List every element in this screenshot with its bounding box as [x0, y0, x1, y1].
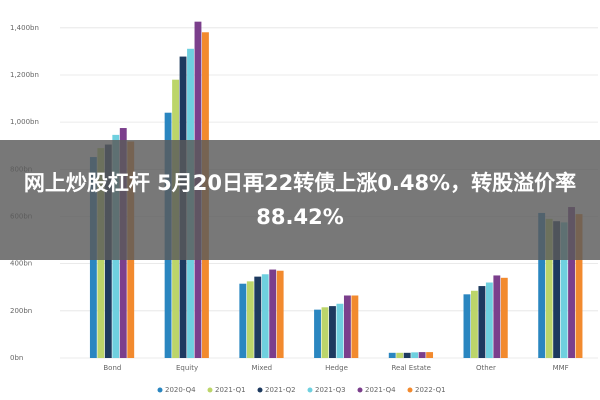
legend-marker [157, 387, 163, 393]
legend-marker [207, 387, 213, 393]
x-tick-label: Bond [103, 364, 121, 372]
legend-marker [257, 387, 263, 393]
y-tick-label: 1,400bn [10, 24, 39, 32]
bar [343, 295, 351, 358]
bar [239, 283, 247, 358]
bar [246, 281, 254, 358]
bar [388, 352, 396, 358]
x-tick-label: Real Estate [391, 364, 430, 372]
x-tick-label: Mixed [251, 364, 272, 372]
y-tick-label: 400bn [10, 260, 32, 268]
y-tick-label: 0bn [10, 354, 23, 362]
bar [470, 290, 478, 358]
bar [575, 214, 583, 358]
bar [568, 207, 575, 358]
bar [560, 222, 568, 358]
bar [321, 307, 329, 358]
y-tick-label: 200bn [10, 307, 32, 315]
legend-marker [307, 387, 313, 393]
x-tick-label: MMF [553, 364, 569, 372]
bar [553, 221, 561, 358]
bar [396, 352, 404, 358]
bar [545, 218, 553, 358]
banner-text: 网上炒股杠杆 5月20日再22转债上涨0.48%，转股溢价率88.42% [23, 171, 577, 229]
x-tick-label: Equity [176, 364, 198, 372]
bar [426, 352, 434, 358]
bar [314, 309, 321, 358]
bar [276, 270, 284, 358]
bar [254, 276, 262, 358]
bar [463, 294, 471, 358]
legend-label: 2021-Q1 [215, 386, 246, 394]
y-tick-label: 1,000bn [10, 118, 39, 126]
bar [485, 282, 493, 358]
legend-label: 2022-Q1 [415, 386, 446, 394]
bar [269, 269, 277, 358]
bar [336, 303, 344, 358]
banner: 网上炒股杠杆 5月20日再22转债上涨0.48%，转股溢价率88.42% [0, 140, 600, 260]
bar [500, 277, 508, 358]
y-tick-label: 1,200bn [10, 71, 39, 79]
bar [351, 295, 359, 358]
bar [411, 352, 419, 358]
legend-label: 2021-Q2 [265, 386, 296, 394]
bar [478, 286, 486, 358]
bar [493, 275, 501, 358]
bar [329, 306, 336, 358]
bar [538, 212, 546, 358]
x-tick-label: Hedge [325, 364, 348, 372]
legend-marker [357, 387, 363, 393]
legend-label: 2020-Q4 [165, 386, 196, 394]
bar [261, 274, 269, 358]
legend-marker [407, 387, 413, 393]
legend-label: 2021-Q4 [365, 386, 396, 394]
legend-label: 2021-Q3 [315, 386, 346, 394]
x-tick-label: Other [476, 364, 496, 372]
bar [418, 352, 426, 358]
bar [403, 352, 411, 358]
